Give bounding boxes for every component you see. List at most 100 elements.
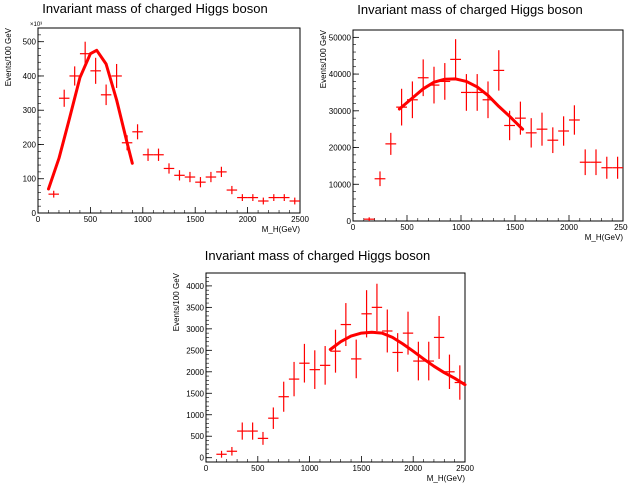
data-point: [174, 170, 185, 181]
data-point: [289, 197, 300, 205]
x-tick-label: 2000: [404, 464, 422, 473]
x-tick-label: 1000: [134, 215, 152, 224]
data-point: [309, 350, 320, 389]
x-tick-label: 2000: [560, 223, 578, 232]
data-point: [612, 156, 623, 179]
data-point: [515, 101, 526, 135]
y-multiplier-label: ×10³: [30, 22, 42, 28]
y-tick-label: 20000: [329, 144, 352, 153]
y-tick-label: 40000: [329, 70, 352, 79]
data-point: [371, 283, 383, 331]
data-point: [374, 171, 386, 187]
y-tick-label: 0: [347, 217, 352, 226]
x-tick-label: 1500: [353, 464, 371, 473]
data-point: [69, 66, 80, 86]
y-tick-label: 100: [23, 175, 37, 184]
y-tick-label: 0: [200, 454, 205, 463]
chart-svg-bottom: Invariant mass of charged Higgs boson 0 50…: [172, 248, 474, 483]
x-tick-label: 500: [84, 215, 98, 224]
chart-svg-top-right: Invariant mass of charged Higgs boson 0 50…: [319, 2, 628, 242]
y-tick-label: 500: [191, 432, 205, 441]
y-tick-label: 500: [23, 38, 37, 47]
y-tick-label: 300: [23, 106, 37, 115]
y-axis-label: Events/100 GeV: [319, 29, 328, 88]
x-tick-label: 2500: [456, 464, 474, 473]
y-tick-label: 0: [32, 209, 37, 218]
y-tick-label: 1000: [186, 411, 204, 420]
data-point: [195, 177, 206, 188]
data-point: [361, 290, 372, 338]
x-tick-label: 1000: [452, 223, 470, 232]
data-point: [351, 339, 362, 379]
chart-panel-bottom: Invariant mass of charged Higgs boson 0 50…: [160, 245, 475, 489]
data-point: [569, 105, 580, 135]
y-tick-label: 1500: [186, 389, 204, 398]
data-points: [363, 39, 623, 221]
data-point: [153, 148, 164, 161]
data-point: [132, 124, 143, 140]
y-tick-label: 30000: [329, 107, 352, 116]
data-point: [184, 171, 196, 183]
data-point: [493, 50, 505, 91]
fit-curve: [397, 77, 525, 131]
data-point: [205, 171, 217, 183]
x-tick-label: 2500: [614, 223, 628, 232]
data-point: [216, 450, 227, 458]
x-tick-label: 0: [36, 215, 41, 224]
y-tick-label: 2500: [186, 346, 204, 355]
x-tick-label: 2000: [239, 215, 257, 224]
chart-panel-top-right: Invariant mass of charged Higgs boson 0 50…: [312, 0, 628, 245]
y-axis-label: Events/100 GeV: [4, 27, 13, 86]
y-tick-label: 3000: [186, 325, 204, 334]
data-point: [471, 74, 483, 111]
data-points: [216, 283, 465, 458]
data-point: [363, 217, 375, 221]
x-axis-label: M_H(GeV): [262, 225, 301, 234]
chart-panel-top-left: Invariant mass of charged Higgs boson 0 50…: [0, 0, 310, 245]
data-point: [257, 431, 269, 445]
data-point: [319, 346, 331, 385]
data-point: [247, 422, 258, 440]
x-tick-label: 0: [204, 464, 209, 473]
data-point: [79, 41, 91, 66]
data-point: [268, 407, 279, 429]
plot-frame: [352, 29, 624, 222]
data-point: [385, 132, 397, 155]
y-tick-label: 3500: [186, 303, 204, 312]
x-tick-label: 0: [351, 223, 356, 232]
chart-title: Invariant mass of charged Higgs boson: [205, 248, 430, 263]
data-point: [279, 194, 290, 202]
data-point: [450, 39, 461, 80]
x-tick-label: 1500: [186, 215, 204, 224]
x-tick-label: 1000: [301, 464, 319, 473]
data-point: [100, 84, 112, 106]
data-point: [601, 156, 613, 179]
y-tick-label: 2000: [186, 368, 204, 377]
y-tick-label: 400: [23, 72, 37, 81]
data-point: [547, 127, 559, 154]
chart-svg-top-left: Invariant mass of charged Higgs boson 0 50…: [4, 1, 309, 234]
data-point: [444, 354, 455, 389]
data-point: [90, 57, 101, 84]
x-axis-label: M_H(GeV): [585, 233, 624, 242]
data-point: [525, 118, 537, 148]
plot-frame: [37, 27, 301, 214]
data-point: [590, 149, 602, 176]
data-point: [247, 194, 259, 202]
data-point: [278, 381, 289, 412]
data-point: [413, 341, 424, 381]
y-tick-label: 50000: [329, 33, 352, 42]
data-point: [579, 149, 591, 176]
data-point: [111, 63, 122, 88]
y-tick-label: 10000: [329, 180, 352, 189]
chart-title: Invariant mass of charged Higgs boson: [42, 1, 267, 16]
data-point: [382, 309, 393, 353]
data-point: [226, 185, 238, 195]
y-axis-label: Events/100 GeV: [172, 272, 181, 331]
x-axis-label: M_H(GeV): [427, 474, 466, 483]
data-point: [237, 194, 248, 202]
x-tick-label: 1500: [506, 223, 524, 232]
x-tick-label: 500: [400, 223, 414, 232]
chart-title: Invariant mass of charged Higgs boson: [357, 2, 582, 17]
data-point: [558, 116, 569, 146]
